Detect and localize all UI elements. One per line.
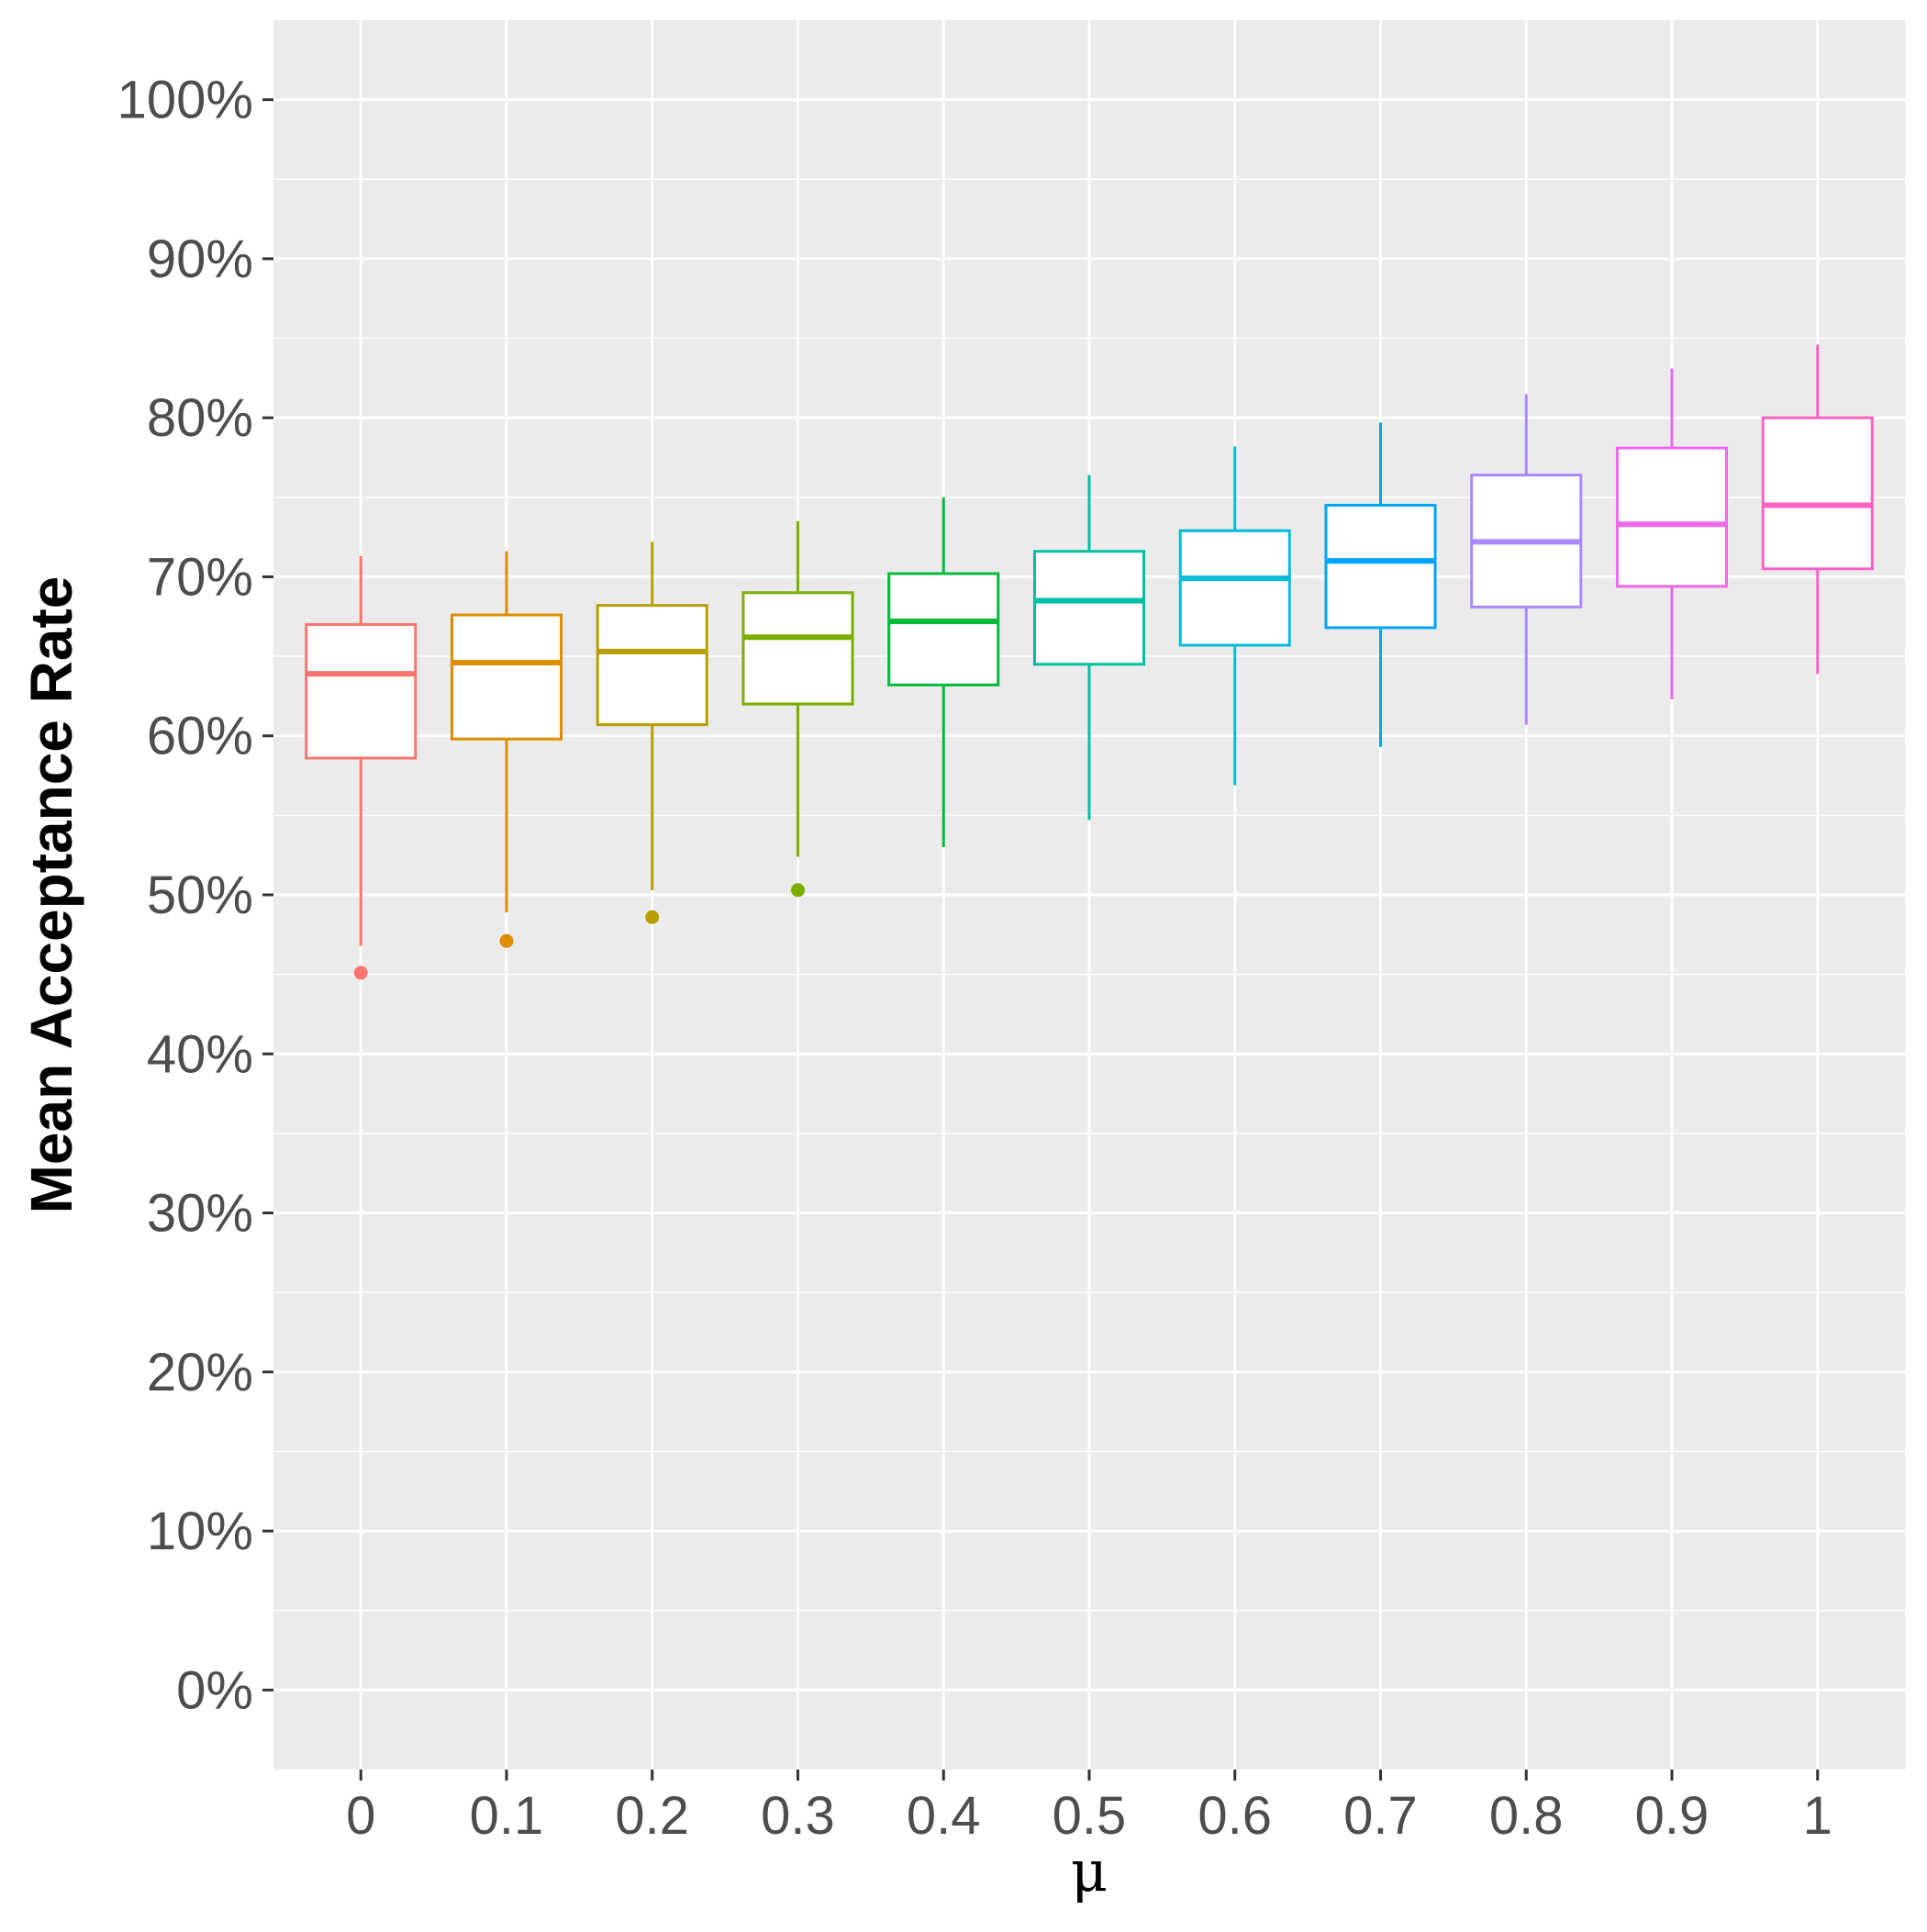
box-iqr: [1324, 503, 1437, 630]
x-tick-label: 0.9: [1635, 1786, 1710, 1846]
box-group-0.8: [1470, 394, 1583, 725]
x-tick-label: 0.8: [1489, 1786, 1564, 1846]
outlier-point: [353, 966, 368, 980]
box-group-0.9: [1615, 368, 1729, 699]
x-tick-label: 1: [1803, 1786, 1832, 1846]
box-group-0.6: [1178, 446, 1291, 786]
box-iqr: [1615, 446, 1729, 588]
x-tick-label: 0.2: [615, 1786, 689, 1846]
y-tick-label: 30%: [147, 1184, 253, 1244]
x-tick-label: 0.5: [1053, 1786, 1127, 1846]
outlier-point: [499, 933, 514, 948]
x-tick-label: 0.3: [761, 1786, 835, 1846]
y-tick-label: 10%: [147, 1502, 253, 1561]
box-iqr: [887, 572, 1000, 687]
ticks-layer: 0% 10% 20% 30% 40% 50% 60% 70% 80% 90% 100% 0 0.1 0.2…: [117, 71, 1832, 1846]
outlier-point: [791, 883, 805, 898]
x-tick-label: 0.6: [1197, 1786, 1272, 1846]
box-iqr: [1032, 550, 1146, 666]
box-iqr: [305, 622, 418, 760]
box-group-0.5: [1032, 475, 1146, 821]
x-tick-label: 0.7: [1343, 1786, 1418, 1846]
box-iqr: [741, 591, 854, 706]
y-tick-label: 0%: [176, 1660, 253, 1720]
y-tick-label: 60%: [147, 707, 253, 766]
box-iqr: [1178, 529, 1291, 647]
box-iqr: [1761, 416, 1874, 571]
y-tick-label: 20%: [147, 1343, 253, 1402]
y-tick-label: 40%: [147, 1024, 253, 1084]
box-group-0.1: [450, 551, 563, 948]
x-tick-label: 0.1: [470, 1786, 544, 1846]
y-tick-label: 50%: [147, 865, 253, 925]
y-axis-title: Mean Acceptance Rate: [18, 576, 84, 1214]
y-tick-label: 90%: [147, 229, 253, 289]
box-iqr: [450, 613, 563, 741]
box-group-0.3: [741, 520, 854, 898]
y-tick-label: 70%: [147, 547, 253, 607]
x-tick-label: 0.4: [907, 1786, 981, 1846]
box-group-0: [305, 555, 418, 980]
box-group-0.2: [596, 542, 708, 924]
x-tick-label: 0: [346, 1786, 375, 1846]
x-axis-title: μ: [1071, 1837, 1108, 1904]
y-tick-label: 80%: [147, 388, 253, 448]
box-iqr: [596, 604, 708, 727]
box-group-0.4: [887, 497, 1000, 848]
y-tick-label: 100%: [117, 71, 253, 130]
box-group-0.7: [1324, 422, 1437, 747]
boxes-layer: [305, 344, 1874, 980]
box-group-1: [1761, 344, 1874, 675]
outlier-point: [645, 910, 660, 924]
